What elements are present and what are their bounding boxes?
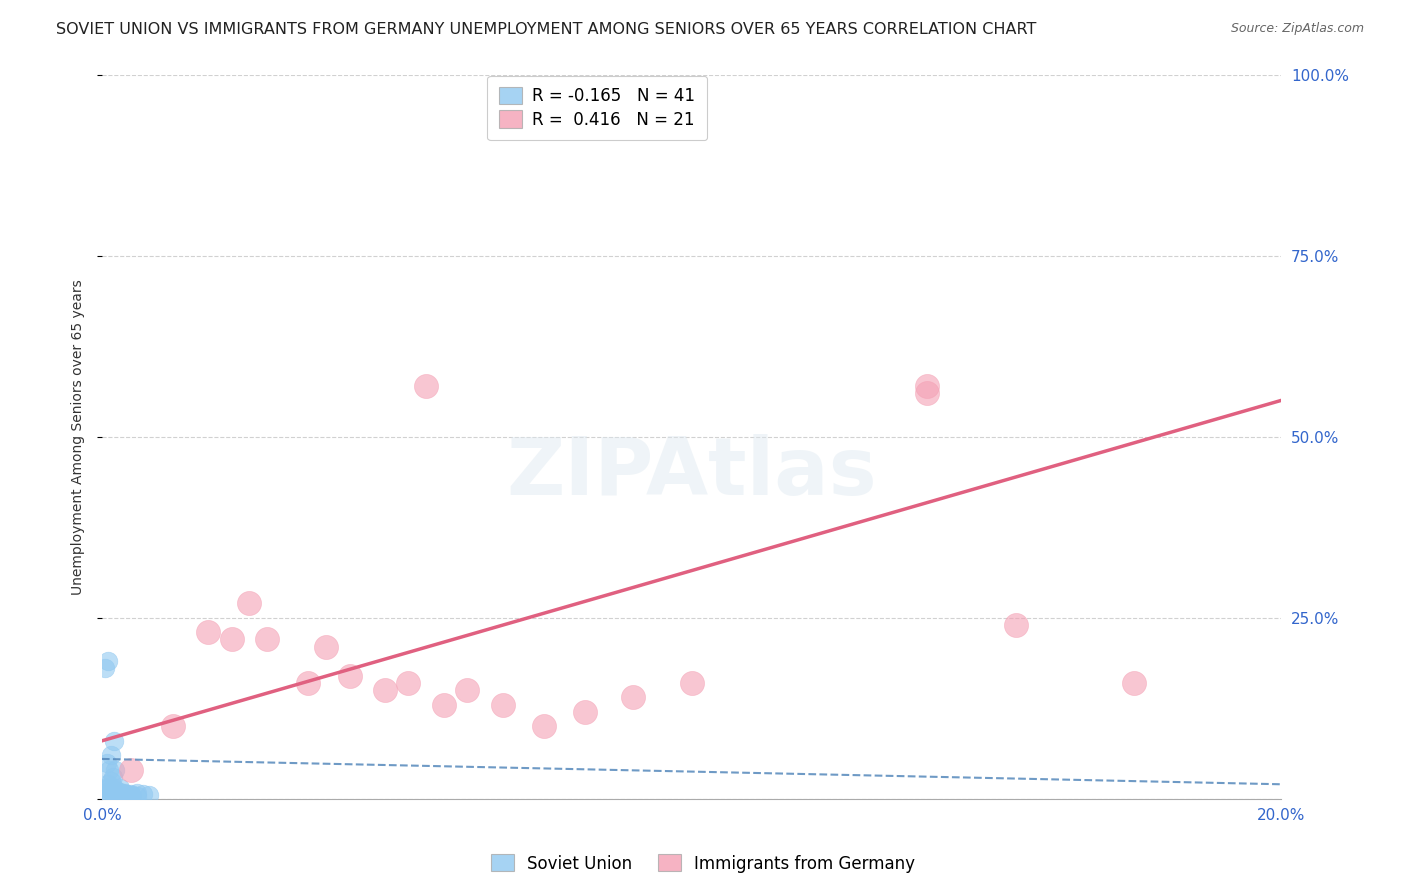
Point [111,788,134,802]
Point [1122,676,1144,690]
Point [110,786,132,800]
Point [120,789,142,803]
Point [256,632,278,647]
Point [94,661,117,675]
Point [374,683,396,698]
Point [94,780,117,795]
Point [917,386,939,401]
Point [1004,618,1026,632]
Point [103,780,125,795]
Point [108,784,131,798]
Point [103,734,125,748]
Point [100,748,122,763]
Point [415,379,437,393]
Point [101,770,124,784]
Point [100,773,122,788]
Point [339,668,361,682]
Point [108,786,131,800]
Point [120,763,142,777]
Point [114,788,136,802]
Point [114,786,136,800]
Point [114,788,136,802]
Point [96,756,118,770]
Point [132,788,155,802]
Point [98,786,121,800]
Point [138,788,160,802]
Point [108,780,131,795]
Point [238,596,260,610]
Point [103,788,125,802]
Point [197,625,219,640]
Point [105,784,128,798]
Legend: R = -0.165   N = 41, R =  0.416   N = 21: R = -0.165 N = 41, R = 0.416 N = 21 [488,76,707,140]
Point [127,786,149,800]
Point [120,788,142,802]
Point [105,786,128,800]
Point [681,676,703,690]
Legend: Soviet Union, Immigrants from Germany: Soviet Union, Immigrants from Germany [484,847,922,880]
Point [127,789,149,803]
Point [162,719,184,733]
Point [103,784,125,798]
Point [120,788,142,802]
Point [97,780,120,795]
Point [98,763,121,777]
Point [96,784,118,798]
Point [574,705,596,719]
Text: ZIPAtlas: ZIPAtlas [506,434,877,512]
Point [221,632,243,647]
Point [533,719,555,733]
Y-axis label: Unemployment Among Seniors over 65 years: Unemployment Among Seniors over 65 years [72,279,86,594]
Point [108,786,131,800]
Point [120,788,142,802]
Point [100,783,122,797]
Point [114,789,136,803]
Text: SOVIET UNION VS IMMIGRANTS FROM GERMANY UNEMPLOYMENT AMONG SENIORS OVER 65 YEARS: SOVIET UNION VS IMMIGRANTS FROM GERMANY … [56,22,1036,37]
Point [97,777,120,791]
Point [398,676,420,690]
Point [433,698,456,712]
Point [917,379,939,393]
Point [621,690,644,705]
Point [456,683,478,698]
Text: Source: ZipAtlas.com: Source: ZipAtlas.com [1230,22,1364,36]
Point [103,783,125,797]
Point [97,788,120,802]
Point [492,698,515,712]
Point [108,788,131,802]
Point [297,676,319,690]
Point [97,654,120,668]
Point [315,640,337,654]
Point [104,763,127,777]
